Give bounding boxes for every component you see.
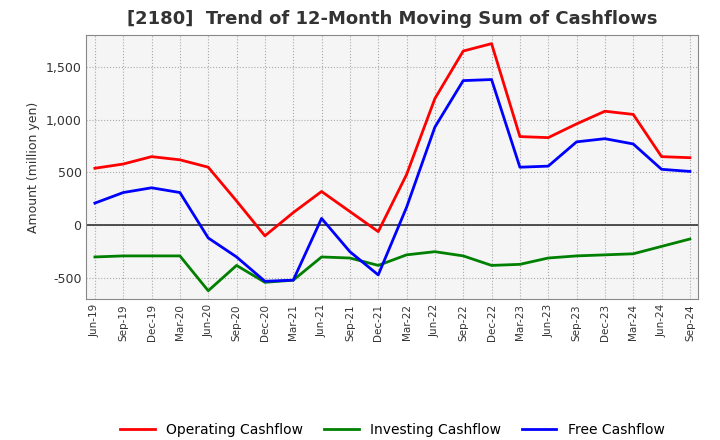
Investing Cashflow [459, 253, 467, 259]
Investing Cashflow [629, 251, 637, 257]
Free Cashflow [431, 125, 439, 130]
Investing Cashflow [261, 280, 269, 285]
Operating Cashflow [346, 209, 354, 214]
Free Cashflow [261, 279, 269, 284]
Investing Cashflow [544, 255, 552, 260]
Investing Cashflow [487, 263, 496, 268]
Free Cashflow [657, 167, 666, 172]
Investing Cashflow [91, 254, 99, 260]
Operating Cashflow [516, 134, 524, 139]
Free Cashflow [119, 190, 127, 195]
Line: Investing Cashflow: Investing Cashflow [95, 239, 690, 291]
Operating Cashflow [431, 96, 439, 101]
Operating Cashflow [629, 112, 637, 117]
Operating Cashflow [657, 154, 666, 159]
Free Cashflow [516, 165, 524, 170]
Operating Cashflow [600, 109, 609, 114]
Y-axis label: Amount (million yen): Amount (million yen) [27, 102, 40, 233]
Operating Cashflow [289, 210, 297, 215]
Free Cashflow [459, 78, 467, 83]
Title: [2180]  Trend of 12-Month Moving Sum of Cashflows: [2180] Trend of 12-Month Moving Sum of C… [127, 10, 657, 28]
Investing Cashflow [176, 253, 184, 259]
Operating Cashflow [148, 154, 156, 159]
Investing Cashflow [204, 288, 212, 293]
Operating Cashflow [544, 135, 552, 140]
Free Cashflow [148, 185, 156, 191]
Free Cashflow [204, 235, 212, 241]
Operating Cashflow [233, 198, 241, 204]
Operating Cashflow [176, 157, 184, 162]
Investing Cashflow [431, 249, 439, 254]
Free Cashflow [600, 136, 609, 141]
Operating Cashflow [91, 165, 99, 171]
Free Cashflow [629, 141, 637, 147]
Operating Cashflow [318, 189, 326, 194]
Investing Cashflow [289, 278, 297, 283]
Free Cashflow [91, 201, 99, 206]
Operating Cashflow [402, 172, 411, 177]
Operating Cashflow [685, 155, 694, 160]
Investing Cashflow [600, 252, 609, 257]
Free Cashflow [685, 169, 694, 174]
Free Cashflow [346, 249, 354, 254]
Operating Cashflow [572, 121, 581, 127]
Operating Cashflow [487, 41, 496, 46]
Investing Cashflow [572, 253, 581, 259]
Investing Cashflow [374, 263, 382, 268]
Line: Free Cashflow: Free Cashflow [95, 80, 690, 281]
Free Cashflow [572, 139, 581, 144]
Free Cashflow [544, 164, 552, 169]
Investing Cashflow [346, 255, 354, 260]
Operating Cashflow [261, 233, 269, 238]
Investing Cashflow [119, 253, 127, 259]
Investing Cashflow [516, 262, 524, 267]
Investing Cashflow [233, 263, 241, 268]
Operating Cashflow [119, 161, 127, 167]
Free Cashflow [289, 278, 297, 283]
Free Cashflow [176, 190, 184, 195]
Investing Cashflow [148, 253, 156, 259]
Operating Cashflow [374, 229, 382, 234]
Free Cashflow [318, 216, 326, 221]
Investing Cashflow [402, 252, 411, 257]
Free Cashflow [487, 77, 496, 82]
Free Cashflow [374, 272, 382, 278]
Operating Cashflow [204, 165, 212, 170]
Investing Cashflow [685, 236, 694, 242]
Line: Operating Cashflow: Operating Cashflow [95, 44, 690, 236]
Free Cashflow [233, 254, 241, 260]
Investing Cashflow [318, 254, 326, 260]
Investing Cashflow [657, 244, 666, 249]
Operating Cashflow [459, 48, 467, 54]
Free Cashflow [402, 205, 411, 210]
Legend: Operating Cashflow, Investing Cashflow, Free Cashflow: Operating Cashflow, Investing Cashflow, … [114, 417, 670, 440]
